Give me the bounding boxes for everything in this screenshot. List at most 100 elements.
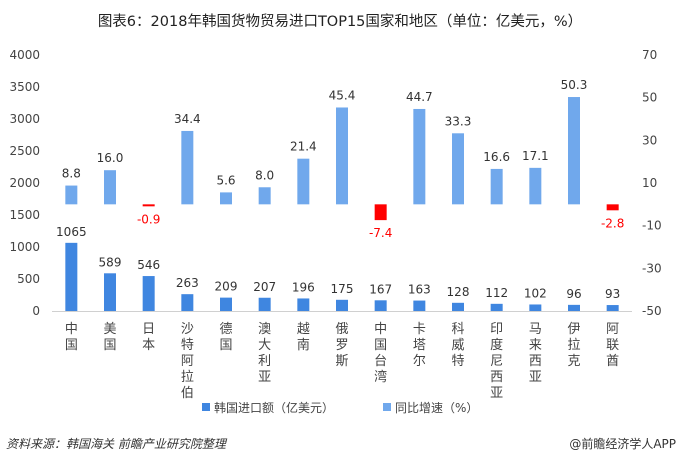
y-left-tick: 2500 <box>9 144 40 158</box>
category-label-char: 来 <box>529 338 542 353</box>
category-label-char: 度 <box>490 337 503 353</box>
growth-bar <box>297 158 310 205</box>
category-label-char: 澳 <box>258 321 271 337</box>
y-left-tick: 0 <box>32 304 40 318</box>
category-label-char: 威 <box>451 338 464 353</box>
import-label: 196 <box>292 280 315 294</box>
category-label-char: 国 <box>103 338 116 353</box>
growth-label: 21.4 <box>290 140 317 154</box>
y-right-tick: 30 <box>642 133 657 147</box>
growth-bar <box>452 133 464 205</box>
category-label-char: 伯 <box>181 386 194 401</box>
category-label-char: 西 <box>529 354 542 369</box>
import-label: 589 <box>99 255 122 269</box>
category-label-char: 亚 <box>529 370 542 385</box>
import-label: 175 <box>331 282 354 296</box>
import-label: 546 <box>137 258 160 272</box>
y-left-tick: 4000 <box>9 48 40 62</box>
y-left-tick: 1000 <box>9 240 40 254</box>
category-label-char: 阿 <box>181 354 194 369</box>
growth-label: 50.3 <box>561 78 588 92</box>
legend-import: 韩国进口额（亿美元） <box>214 400 334 415</box>
category-label-char: 尼 <box>490 354 503 369</box>
category-label-char: 大 <box>258 338 271 353</box>
y-right-tick: -30 <box>642 261 662 275</box>
growth-bar <box>336 107 348 205</box>
growth-label: -0.9 <box>137 212 160 226</box>
category-label-char: 马 <box>529 322 542 337</box>
y-right-tick: -50 <box>642 304 662 318</box>
y-left-tick: 2000 <box>9 176 40 190</box>
category-label-char: 伊 <box>567 322 580 337</box>
y-left-tick: 500 <box>17 272 40 286</box>
import-label: 209 <box>215 280 238 294</box>
import-bar <box>413 300 426 311</box>
import-label: 128 <box>447 285 470 299</box>
import-label: 96 <box>566 287 581 301</box>
growth-bar <box>65 185 78 205</box>
category-label-char: 西 <box>490 370 503 385</box>
category-label-char: 南 <box>297 337 310 353</box>
growth-bar <box>258 187 271 205</box>
category-label-char: 中 <box>65 322 78 337</box>
category-label-char: 俄 <box>335 322 348 337</box>
growth-label: 16.6 <box>483 150 510 164</box>
growth-label: 33.3 <box>445 114 472 128</box>
category-label-char: 拉 <box>567 338 580 353</box>
category-label-char: 美 <box>103 322 116 337</box>
category-label-char: 日 <box>142 322 155 337</box>
y-right-tick: 70 <box>642 48 657 62</box>
growth-label: 34.4 <box>174 112 201 126</box>
import-label: 263 <box>176 276 199 290</box>
category-label-char: 沙 <box>181 322 194 337</box>
category-label-char: 尔 <box>413 354 426 369</box>
import-bar <box>490 303 503 311</box>
import-label: 207 <box>253 280 276 294</box>
growth-bar <box>606 204 619 211</box>
y-left-tick: 3500 <box>9 80 40 94</box>
category-label-char: 中 <box>374 322 387 337</box>
import-bar <box>65 242 78 311</box>
import-bar <box>258 297 271 311</box>
y-left-tick: 3000 <box>9 112 40 126</box>
growth-bar <box>220 192 232 205</box>
source-note: 资料来源：韩国海关 前瞻产业研究院整理 <box>6 437 226 451</box>
category-label-char: 印 <box>490 322 503 337</box>
category-label-char: 酋 <box>606 353 619 369</box>
growth-label: 8.0 <box>255 168 274 182</box>
import-bar <box>606 305 619 311</box>
import-label: 1065 <box>56 225 87 239</box>
growth-bar <box>413 108 426 205</box>
y-right-tick: 10 <box>642 176 657 190</box>
y-right-tick: -10 <box>642 219 662 233</box>
category-label-char: 斯 <box>335 354 348 369</box>
growth-bar <box>142 204 155 207</box>
y-right-tick: 50 <box>642 91 657 105</box>
import-label: 163 <box>408 283 431 297</box>
y-left-tick: 1500 <box>9 208 40 222</box>
growth-label: 5.6 <box>216 173 235 187</box>
category-label-char: 本 <box>142 338 155 353</box>
category-label-char: 亚 <box>490 386 503 401</box>
category-label-char: 德 <box>219 322 232 337</box>
category-label-char: 克 <box>567 354 580 369</box>
category-label-char: 拉 <box>181 370 194 385</box>
credit: @前瞻经济学人APP <box>569 437 676 451</box>
growth-bar <box>104 170 116 205</box>
legend-swatch-import <box>202 403 210 411</box>
import-label: 112 <box>485 286 508 300</box>
growth-label: 16.0 <box>97 151 124 165</box>
category-label-char: 联 <box>606 338 619 353</box>
category-label-char: 国 <box>374 338 387 353</box>
growth-bar <box>568 97 580 205</box>
growth-bar <box>181 130 194 205</box>
import-label: 167 <box>369 282 392 296</box>
growth-label: -7.4 <box>369 226 392 240</box>
category-label-char: 湾 <box>374 369 387 385</box>
category-label-char: 罗 <box>335 338 348 353</box>
import-label: 102 <box>524 286 547 300</box>
growth-bar <box>490 168 503 205</box>
chart-title: 图表6：2018年韩国货物贸易进口TOP15国家和地区（单位：亿美元，%） <box>97 14 583 30</box>
category-label-char: 科 <box>451 322 464 337</box>
